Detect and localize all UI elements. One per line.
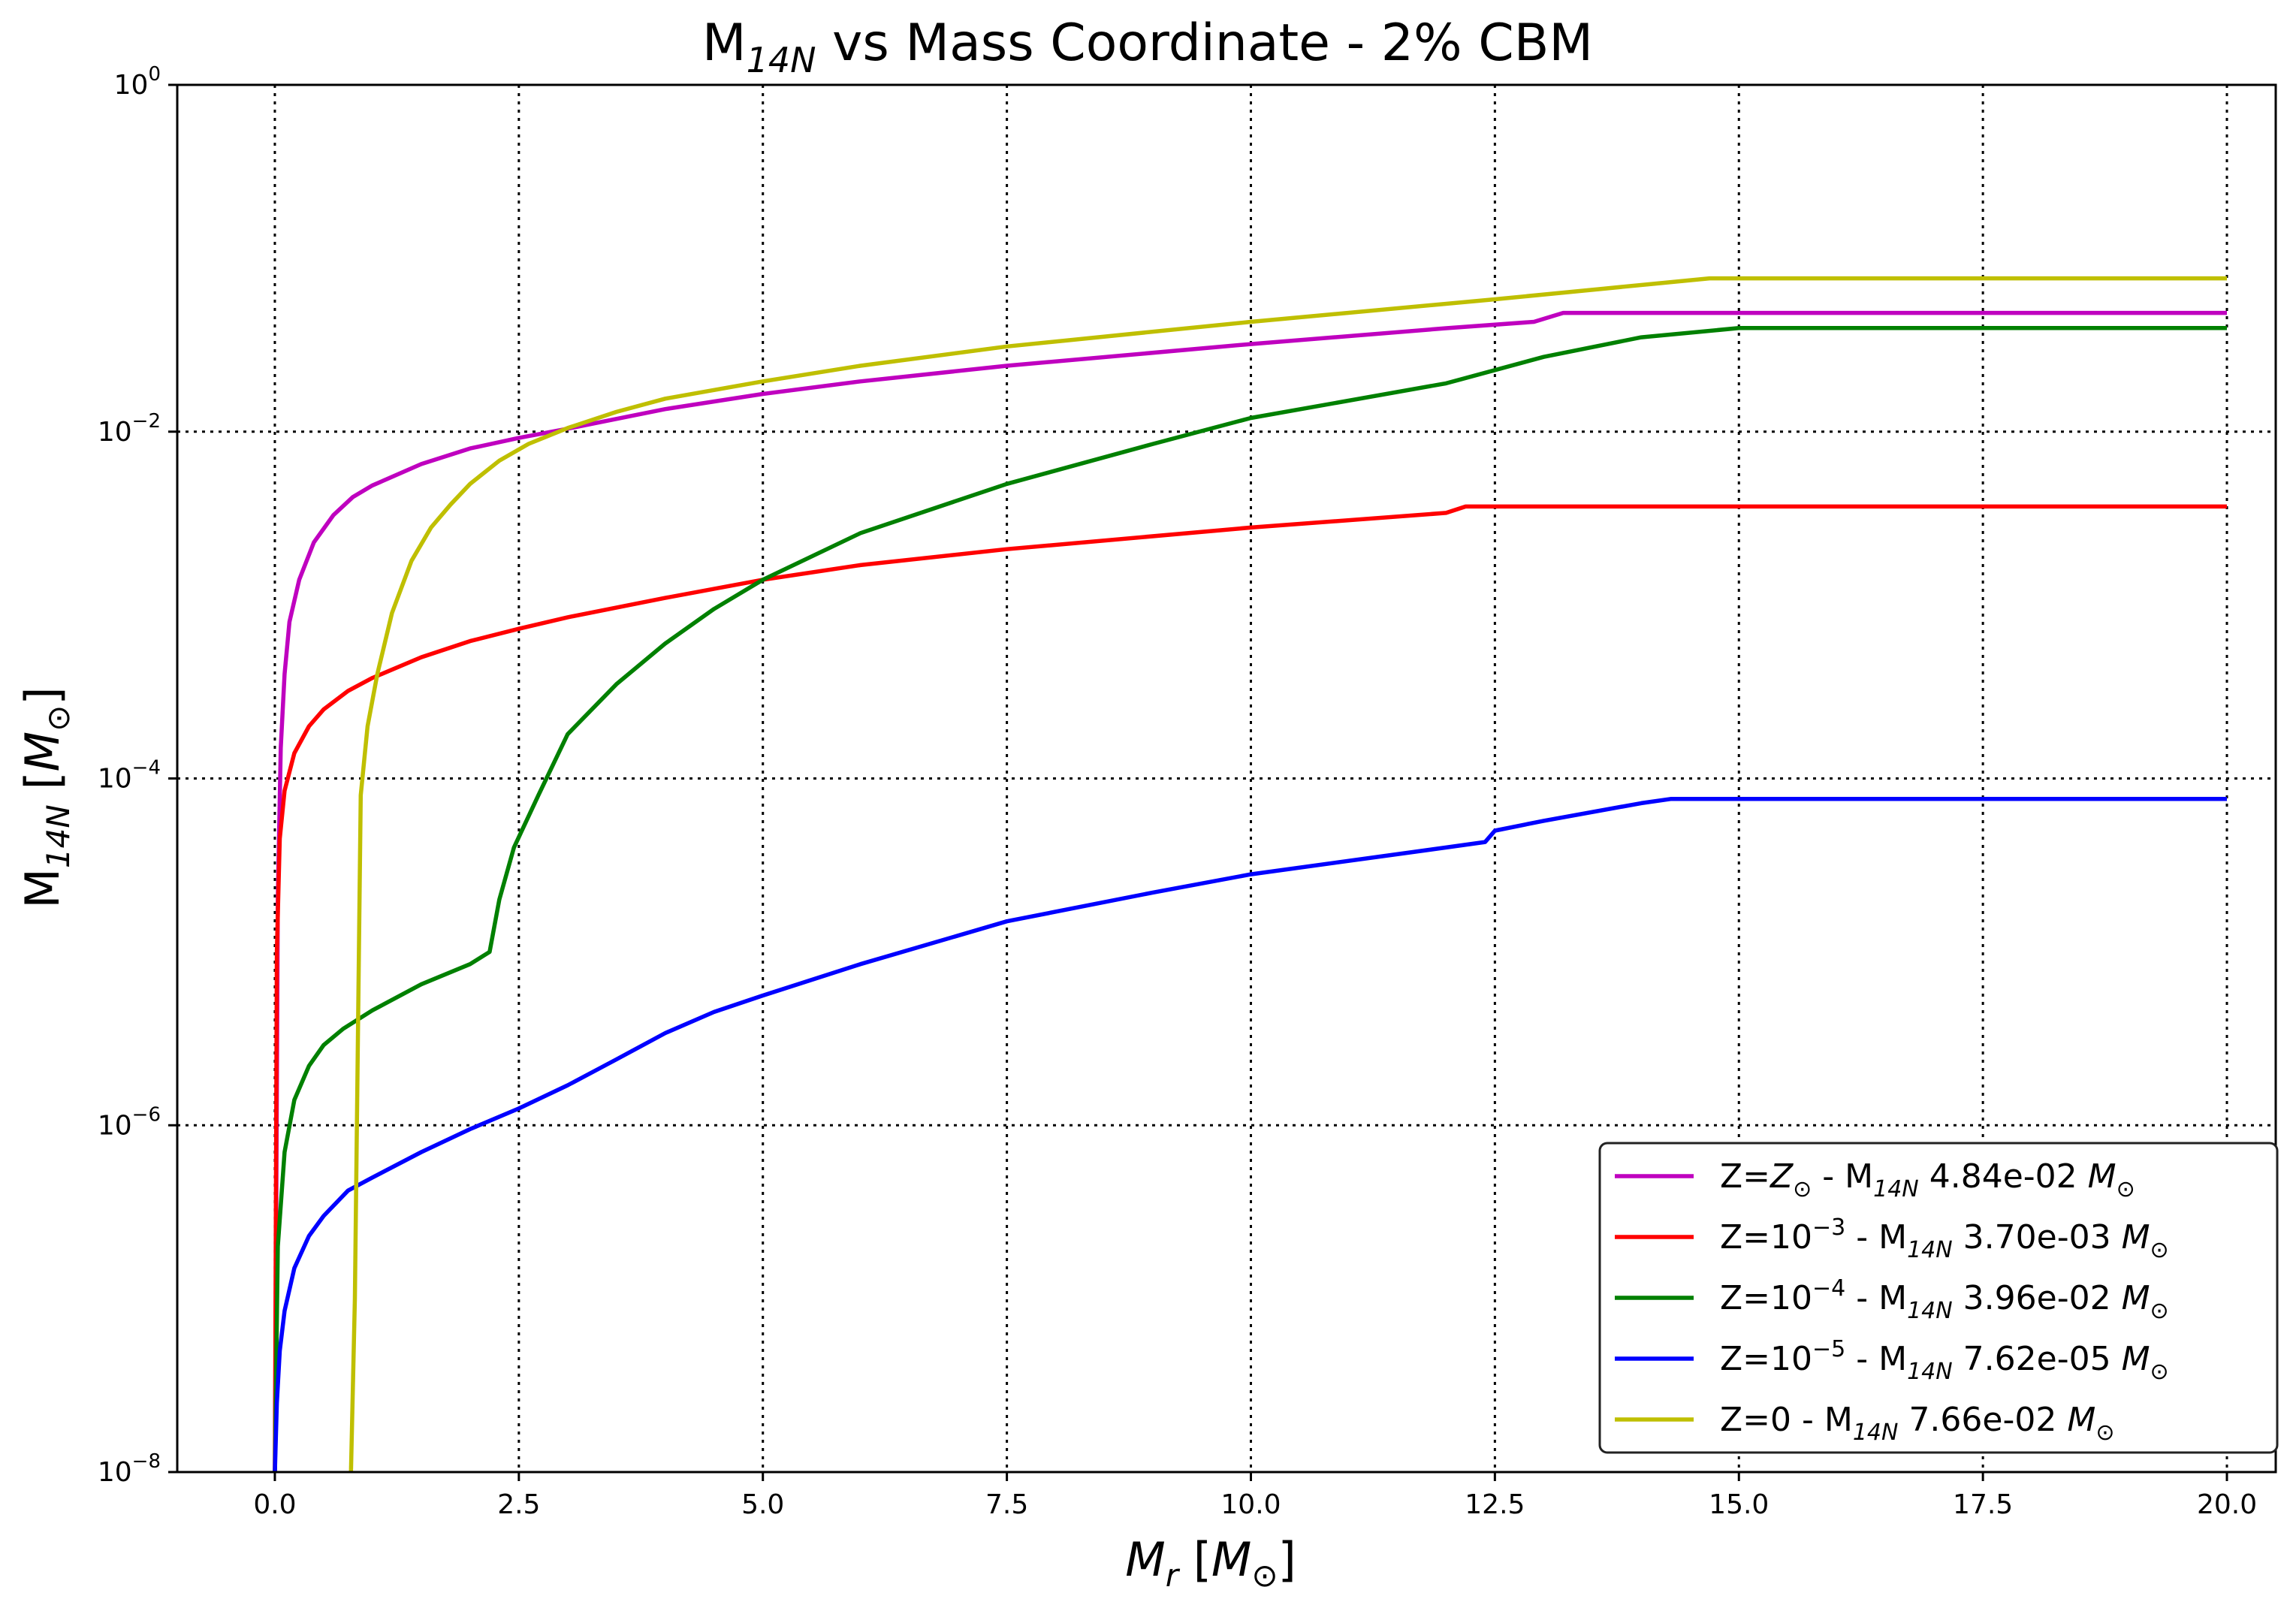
y-tick-label-3: 10−6 [98, 1103, 161, 1141]
legend-label-2: Z=10−4 - M14N 3.96e-02 M⊙ [1720, 1275, 2169, 1324]
x-tick-label-6: 15.0 [1709, 1489, 1769, 1520]
x-tick-label-7: 17.5 [1953, 1489, 2013, 1520]
series-line-3 [273, 797, 2227, 1473]
x-axis-ticks: 0.0 2.5 5.0 7.5 10.0 12.5 15.0 17.5 20.0 [253, 1472, 2257, 1520]
x-tick-label-5: 12.5 [1465, 1489, 1525, 1520]
legend-box [1598, 1142, 2279, 1454]
y-tick-label-0: 100 [114, 63, 161, 101]
x-tick-label-2: 5.0 [741, 1489, 784, 1520]
x-axis-label: Mr [M⊙] [1125, 1532, 1296, 1594]
x-tick-label-3: 7.5 [985, 1489, 1028, 1520]
y-tick-label-4: 10−8 [98, 1450, 161, 1488]
chart-title: M14N vs Mass Coordinate - 2% CBM [702, 14, 1593, 80]
legend-label-0: Z=Z⊙ - M14N 4.84e-02 M⊙ [1720, 1157, 2135, 1202]
series-line-2 [273, 326, 2227, 1473]
x-tick-label-0: 0.0 [253, 1489, 296, 1520]
x-tick-label-1: 2.5 [497, 1489, 540, 1520]
legend-label-3: Z=10−5 - M14N 7.62e-05 M⊙ [1720, 1336, 2169, 1385]
x-tick-label-8: 20.0 [2197, 1489, 2257, 1520]
legend-label-4: Z=0 - M14N 7.66e-02 M⊙ [1720, 1401, 2114, 1446]
legend-label-1: Z=10−3 - M14N 3.70e-03 M⊙ [1720, 1214, 2169, 1263]
series-line-1 [273, 504, 2227, 1473]
y-tick-label-1: 10−2 [98, 410, 161, 448]
series-line-4 [348, 276, 2227, 1473]
y-axis-ticks: 100 10−2 10−4 10−6 10−8 [98, 63, 177, 1488]
x-tick-label-4: 10.0 [1220, 1489, 1281, 1520]
y-tick-label-2: 10−4 [98, 757, 161, 795]
series-line-0 [273, 310, 2227, 1473]
y-axis-label: M14N [M⊙] [15, 686, 77, 908]
legend: Z=Z⊙ - M14N 4.84e-02 M⊙ Z=10−3 - M14N 3.7… [1598, 1142, 2279, 1454]
plot-series [273, 276, 2227, 1473]
